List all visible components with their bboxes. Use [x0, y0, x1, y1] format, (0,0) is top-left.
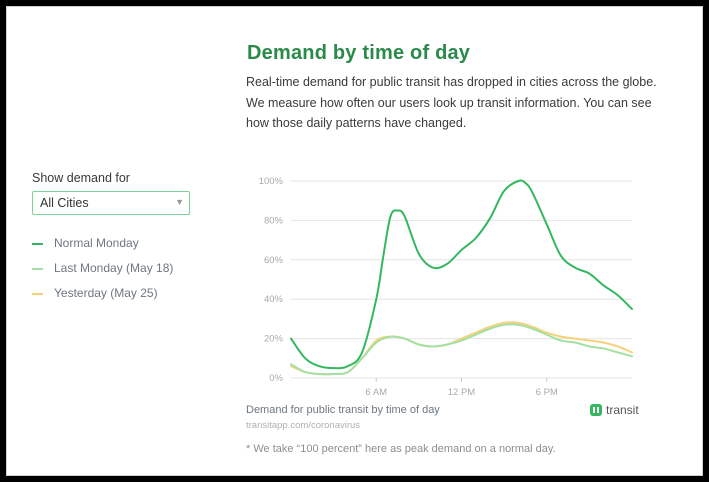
description-line: how those daily patterns have changed. — [246, 116, 467, 130]
description-line: Real-time demand for public transit has … — [246, 75, 657, 89]
y-tick-label: 40% — [264, 294, 284, 305]
transit-logo-icon — [590, 404, 602, 416]
legend-swatch — [32, 293, 43, 295]
legend-label: Yesterday (May 25) — [54, 286, 158, 300]
transit-logo-text: transit — [606, 403, 639, 417]
show-demand-label: Show demand for — [32, 171, 130, 185]
demand-line-chart: 0% 20% 40% 60% 80% 100% 6 AM 12 PM 6 PM — [259, 176, 633, 397]
legend-swatch — [32, 243, 43, 245]
legend-label: Last Monday (May 18) — [54, 261, 174, 275]
series-line-last-monday — [290, 323, 633, 376]
x-tick-label: 6 AM — [365, 387, 387, 397]
y-tick-label: 20% — [264, 334, 284, 345]
description-line: We measure how often our users look up t… — [246, 95, 652, 110]
y-tick-label: 60% — [264, 255, 284, 266]
legend-label: Normal Monday — [54, 236, 139, 250]
y-tick-label: 0% — [269, 373, 283, 384]
chart-caption: Demand for public transit by time of day — [246, 404, 440, 416]
page-title: Demand by time of day — [247, 42, 471, 64]
x-tick-label: 6 PM — [536, 387, 558, 397]
source-link[interactable]: transitapp.com/coronavirus — [246, 420, 361, 431]
city-select[interactable]: All Cities ▼ — [32, 191, 190, 215]
description: Real-time demand for public transit has … — [246, 72, 666, 134]
y-tick-label: 80% — [264, 215, 284, 226]
legend-swatch — [32, 268, 43, 270]
card: Demand by time of day Real-time demand f… — [6, 6, 703, 476]
series-line-normal-monday — [290, 179, 633, 370]
series-line-yesterday — [290, 321, 633, 376]
city-select-value: All Cities — [40, 196, 89, 210]
footnote: * We take “100 percent” here as peak dem… — [246, 443, 556, 455]
y-tick-label: 100% — [259, 176, 284, 187]
x-tick-label: 12 PM — [448, 387, 476, 397]
caret-down-icon: ▼ — [175, 197, 184, 207]
